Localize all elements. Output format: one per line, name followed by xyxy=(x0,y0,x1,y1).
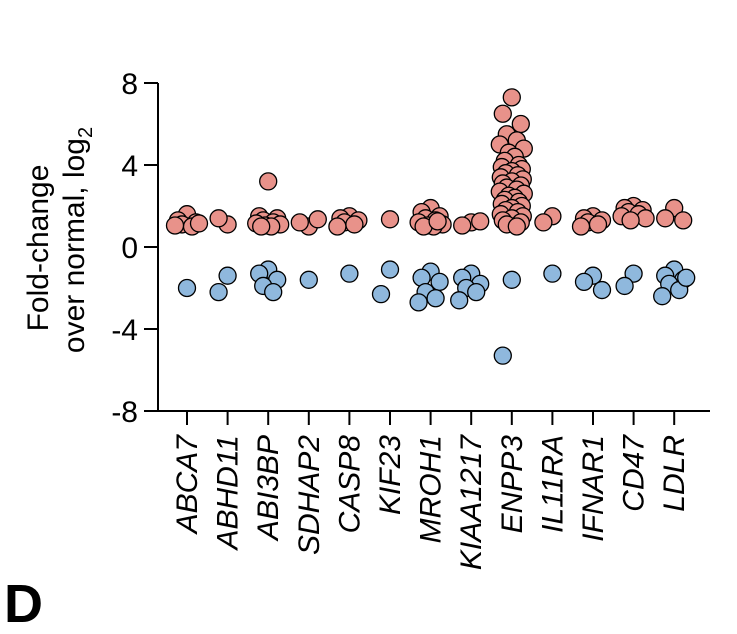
y-tick-label: 8 xyxy=(121,68,138,101)
data-point-up xyxy=(471,212,490,231)
data-point-down xyxy=(264,282,283,302)
data-point-up xyxy=(380,210,400,229)
data-points xyxy=(165,88,696,365)
y-tick-label: 0 xyxy=(121,232,138,265)
scatter-chart: 8 4 0 -4 -8 ABCA7 ABHD11 ABI3BP SDHAP2 CASP8 KIF2… xyxy=(22,68,710,570)
y-tick-label: 4 xyxy=(121,150,138,183)
data-point-up xyxy=(507,217,526,236)
data-point-up xyxy=(636,209,655,228)
data-point-up xyxy=(328,217,347,236)
data-point-up xyxy=(189,214,209,233)
data-point-down xyxy=(371,284,391,304)
data-point-up xyxy=(165,216,185,235)
y-axis: 8 4 0 -4 -8 xyxy=(111,68,159,429)
data-point-up xyxy=(308,210,327,229)
category-label: CD47 xyxy=(618,434,651,512)
panel-letter: D xyxy=(4,574,43,634)
category-label: IFNAR1 xyxy=(577,435,610,542)
y-axis-label-line1: Fold-change xyxy=(22,165,55,332)
data-point-down xyxy=(677,268,696,287)
data-point-up xyxy=(453,216,472,235)
category-label: SDHAP2 xyxy=(293,435,326,555)
category-label: MROH1 xyxy=(415,435,448,543)
category-label: ABI3BP xyxy=(252,435,285,542)
data-point-down xyxy=(493,346,512,365)
data-point-down xyxy=(624,264,643,283)
y-tick-label: -4 xyxy=(111,314,138,347)
category-label: ABHD11 xyxy=(212,435,245,552)
data-point-up xyxy=(252,217,271,236)
data-point-down xyxy=(426,289,445,308)
category-label: KIAA1217 xyxy=(455,434,488,570)
data-point-down xyxy=(653,287,672,306)
y-axis-label-subscript: 2 xyxy=(75,127,97,138)
data-point-up xyxy=(493,104,512,123)
data-point-down xyxy=(615,276,634,296)
data-point-up xyxy=(502,88,521,107)
category-label: CASP8 xyxy=(333,435,366,534)
category-label: ENPP3 xyxy=(496,435,529,534)
data-point-up xyxy=(656,209,675,228)
category-label: ABCA7 xyxy=(171,434,204,536)
data-point-up xyxy=(259,172,278,191)
data-point-up xyxy=(209,209,228,228)
data-point-down xyxy=(209,282,228,302)
data-point-up xyxy=(674,211,693,230)
data-point-down xyxy=(218,266,237,285)
data-point-up xyxy=(588,215,608,234)
y-tick-label: -8 xyxy=(111,396,138,429)
data-point-down xyxy=(177,278,197,298)
x-axis: ABCA7 ABHD11 ABI3BP SDHAP2 CASP8 KIF23 MROH1 KI… xyxy=(158,410,710,570)
category-label: LDLR xyxy=(658,435,691,512)
data-point-down xyxy=(502,270,521,289)
data-point-down xyxy=(409,293,428,312)
category-label: IL11RA xyxy=(536,435,569,533)
data-point-down xyxy=(574,272,594,292)
data-point-down xyxy=(592,280,612,300)
data-point-down xyxy=(299,270,318,289)
data-point-up xyxy=(534,213,553,232)
data-point-down xyxy=(467,282,486,302)
data-point-down xyxy=(380,260,400,279)
data-point-down xyxy=(543,264,562,283)
data-point-down xyxy=(340,264,359,283)
data-point-down xyxy=(450,291,469,310)
data-point-up xyxy=(621,211,640,230)
data-point-up xyxy=(428,212,447,231)
y-axis-label-line2: over normal, log2 xyxy=(58,127,97,353)
data-point-up xyxy=(571,217,591,236)
category-label: KIF23 xyxy=(374,435,407,515)
data-point-up xyxy=(345,215,364,234)
data-point-up xyxy=(290,213,309,232)
